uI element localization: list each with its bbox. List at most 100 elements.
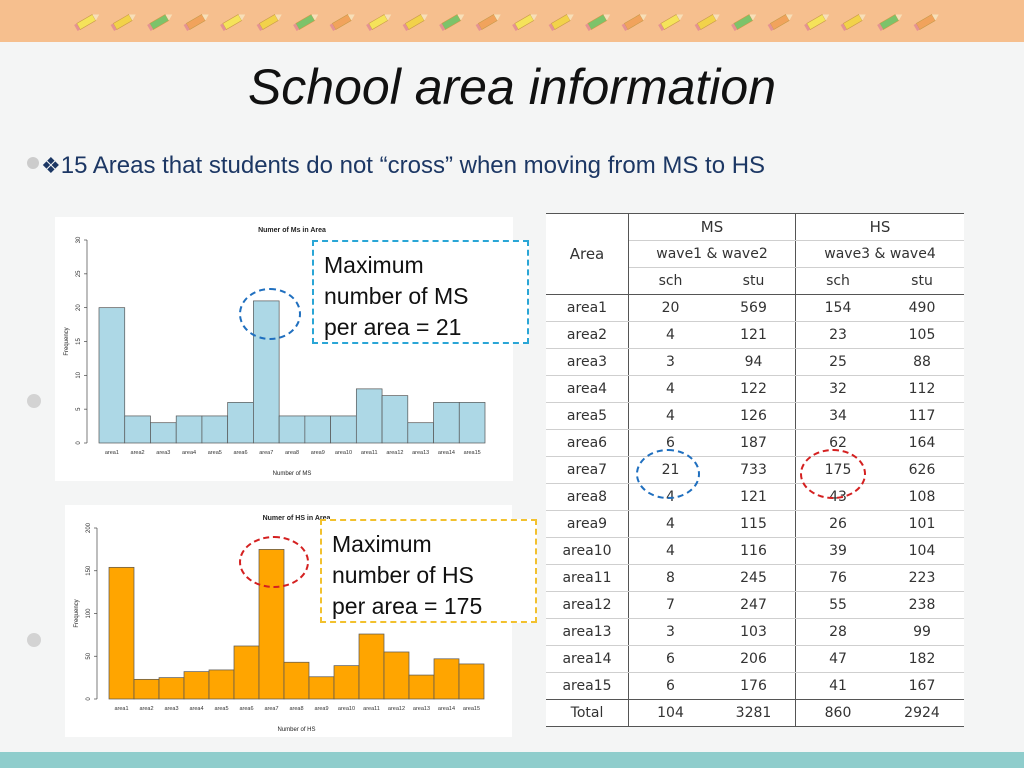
ms-histogram: Numer of Ms in Area Number of MS Frequency…	[55, 217, 513, 481]
table-cell: 23	[795, 321, 880, 349]
area-name: area1	[546, 294, 629, 322]
area-name: area9	[546, 510, 629, 538]
pencil-tip	[822, 14, 830, 21]
y-tick-label: 30	[76, 236, 82, 243]
y-tick-label: 5	[76, 407, 82, 411]
pencil-body	[258, 14, 279, 30]
bar	[381, 395, 409, 444]
table-cell: 176	[712, 672, 796, 700]
pencil-body	[550, 14, 571, 30]
bar	[433, 658, 460, 700]
area-name: area6	[546, 429, 629, 457]
x-tick-label: area15	[464, 450, 481, 456]
table-cell: 187	[712, 429, 796, 457]
table-row: area9 4 115 26 101	[546, 510, 964, 538]
pencil-tip	[603, 14, 611, 21]
pencil-tip	[128, 14, 136, 21]
table-cell: 490	[880, 294, 964, 322]
area-name: area7	[546, 456, 629, 484]
table-cell: 182	[880, 645, 964, 673]
table-row: area13 3 103 28 99	[546, 618, 964, 646]
bar	[208, 669, 235, 700]
y-tick-label: 0	[86, 697, 92, 701]
y-tick-label: 25	[76, 270, 82, 277]
pencil-eraser	[512, 23, 519, 32]
pencil-body	[404, 14, 425, 30]
total-cell: 2924	[880, 699, 964, 727]
pencil-icon	[183, 14, 209, 32]
table-cell: 108	[880, 483, 964, 511]
table-cell: 32	[795, 375, 880, 403]
bullet-dot	[27, 394, 41, 408]
pencil-eraser	[913, 23, 920, 32]
pencil-eraser	[220, 23, 227, 32]
bar	[108, 566, 135, 700]
pencil-body	[149, 14, 170, 30]
area-name: area4	[546, 375, 629, 403]
sub-header: sch	[795, 267, 880, 295]
bar	[175, 415, 203, 444]
pencil-icon	[329, 14, 355, 32]
y-tick-label: 100	[86, 608, 92, 619]
pencil-body	[879, 14, 900, 30]
area-name: area14	[546, 645, 629, 673]
area-name: area8	[546, 483, 629, 511]
pencil-tip	[457, 14, 465, 21]
x-tick-label: area6	[239, 706, 253, 712]
pencil-tip	[530, 14, 538, 21]
table-row: area15 6 176 41 167	[546, 672, 964, 700]
bar	[98, 307, 126, 444]
bar	[304, 415, 331, 444]
pencil-eraser	[658, 23, 665, 32]
pencil-tip	[858, 14, 866, 21]
x-tick-label: area13	[413, 706, 430, 712]
area-name: area12	[546, 591, 629, 619]
pencil-tip	[785, 14, 793, 21]
pencil-eraser	[439, 23, 446, 32]
pencil-body	[915, 14, 936, 30]
bar	[183, 671, 210, 700]
x-tick-label: area5	[208, 450, 222, 456]
area-name: area2	[546, 321, 629, 349]
pencil-tip	[92, 14, 100, 21]
table-cell: 6	[628, 645, 712, 673]
pencil-eraser	[74, 23, 81, 32]
x-tick-label: area12	[388, 706, 405, 712]
x-tick-label: area9	[311, 450, 325, 456]
x-tick-label: area1	[105, 450, 119, 456]
table-cell: 41	[795, 672, 880, 700]
bar	[158, 677, 185, 700]
area-name: area15	[546, 672, 629, 700]
bottom-banner	[0, 752, 1024, 768]
pencil-body	[842, 14, 863, 30]
table-cell: 206	[712, 645, 796, 673]
table-row: area11 8 245 76 223	[546, 564, 964, 592]
pencil-eraser	[110, 23, 117, 32]
bar	[407, 422, 434, 444]
chart-title: Numer of Ms in Area	[258, 227, 326, 234]
pencil-icon	[548, 14, 574, 32]
bar	[233, 645, 260, 700]
pencil-eraser	[694, 23, 701, 32]
table-cell: 55	[795, 591, 880, 619]
sub-header: sch	[628, 267, 712, 295]
pencil-eraser	[183, 23, 190, 32]
table-cell: 3	[628, 618, 712, 646]
bullet-text: 15 Areas that students do not “cross” wh…	[60, 152, 766, 179]
pencil-tip	[566, 14, 574, 21]
pencil-tip	[274, 14, 282, 21]
table-cell: 39	[795, 537, 880, 565]
bar	[433, 402, 460, 444]
pencil-body	[185, 14, 206, 30]
pencil-tip	[931, 14, 939, 21]
pencil-body	[514, 14, 535, 30]
pencil-tip	[201, 14, 209, 21]
table-row: area10 4 116 39 104	[546, 537, 964, 565]
y-tick-label: 15	[76, 338, 82, 345]
total-cell: 104	[628, 699, 712, 727]
bar	[333, 665, 360, 700]
pencil-body	[806, 14, 827, 30]
table-cell: 76	[795, 564, 880, 592]
x-tick-label: area2	[131, 450, 145, 456]
table-row: area3 3 94 25 88	[546, 348, 964, 376]
